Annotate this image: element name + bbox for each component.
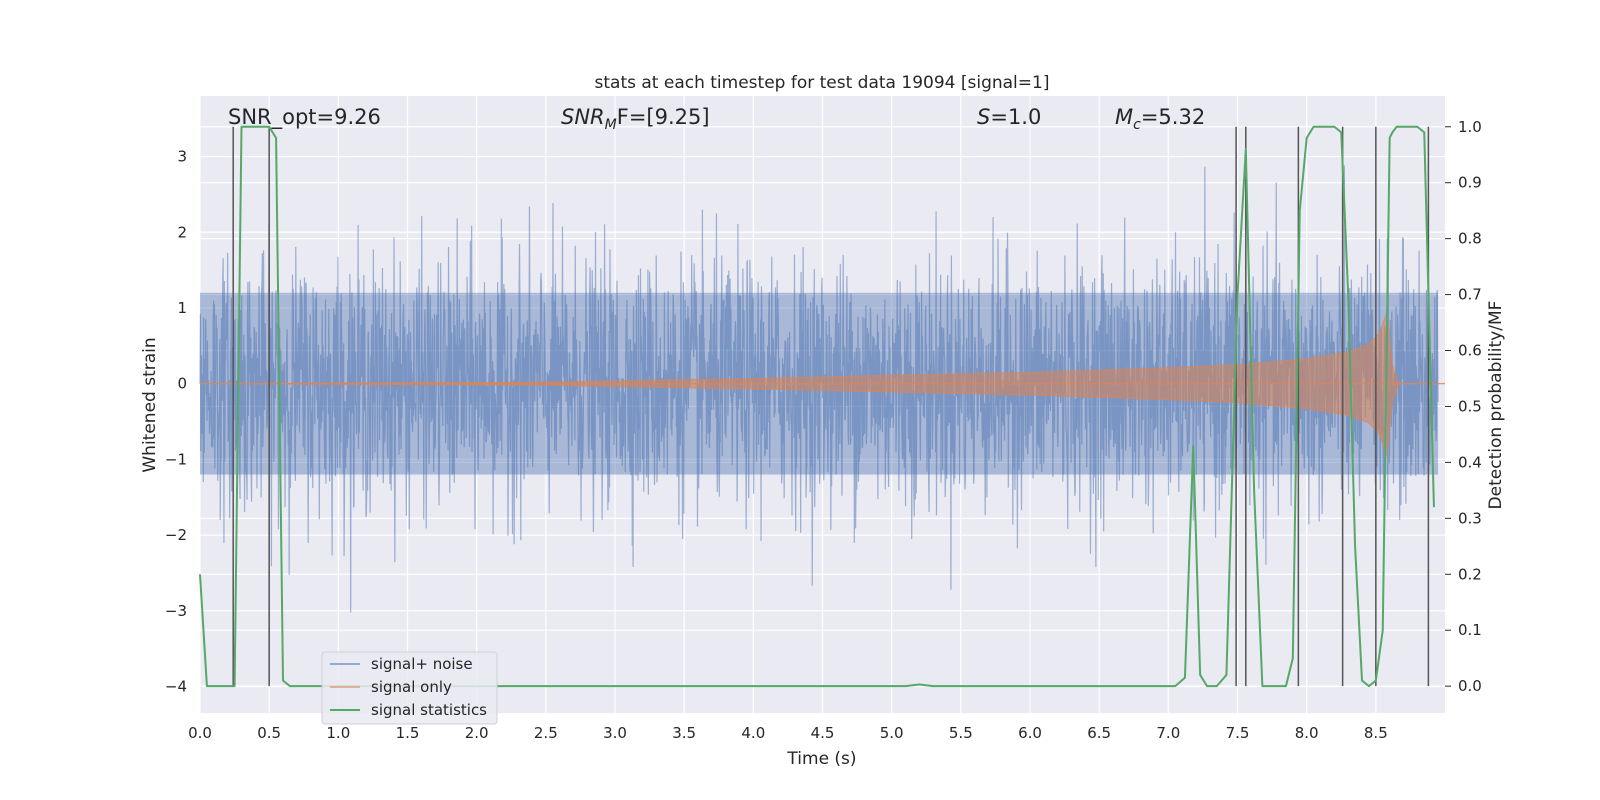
annotation-mc: Mc=5.32 <box>1115 105 1205 133</box>
left-tick-label-2: 1 <box>177 299 187 317</box>
x-axis-label: Time (s) <box>786 749 856 769</box>
x-tick-label-1: 0.5 <box>257 724 281 742</box>
right-tick-label-7: 0.3 <box>1458 509 1482 527</box>
annotation-s-rest: =1.0 <box>990 105 1041 129</box>
right-axis-label: Detection probability/MF <box>1486 301 1506 510</box>
right-tick-label-2: 0.8 <box>1458 230 1482 248</box>
series-signal-only <box>199 311 1445 456</box>
detection-markers <box>232 126 1430 687</box>
legend-label-signal: signal only <box>371 678 452 696</box>
legend: signal+ noise signal only signal statist… <box>321 651 498 725</box>
x-tick-label-0: 0.0 <box>188 724 212 742</box>
legend-box <box>321 651 498 725</box>
x-tick-label-4: 2.0 <box>465 724 489 742</box>
right-tick-label-9: 0.1 <box>1458 621 1482 639</box>
left-tick-label-6: −3 <box>165 602 187 620</box>
legend-label-statistics: signal statistics <box>371 701 487 719</box>
x-tick-label-14: 7.0 <box>1156 724 1180 742</box>
annotation-snr-mf-base: SNR <box>561 105 605 129</box>
left-tick-label-1: 2 <box>177 223 187 241</box>
left-tick-label-0: 3 <box>177 148 187 166</box>
right-tick-label-4: 0.6 <box>1458 342 1482 360</box>
annotation-s-base: S <box>977 105 990 129</box>
left-tick-label-3: 0 <box>177 375 187 393</box>
right-tick-label-8: 0.2 <box>1458 565 1482 583</box>
right-tick-label-6: 0.4 <box>1458 453 1482 471</box>
x-tick-label-6: 3.0 <box>603 724 627 742</box>
x-axis-ticks: 0.0 0.5 1.0 1.5 2.0 2.5 3.0 3.5 4.0 4.5 5.0 5.5 6.0 6… <box>188 724 1388 742</box>
legend-label-noise: signal+ noise <box>371 655 473 673</box>
x-tick-label-10: 5.0 <box>880 724 904 742</box>
annotation-mc-sub: c <box>1133 117 1141 133</box>
chart-title: stats at each timestep for test data 190… <box>595 73 1050 93</box>
x-tick-label-7: 3.5 <box>672 724 696 742</box>
x-tick-label-5: 2.5 <box>534 724 558 742</box>
annotation-snr-mf-rest: F=[9.25] <box>617 105 710 129</box>
noise-trace <box>199 165 1439 613</box>
x-tick-label-15: 7.5 <box>1226 724 1250 742</box>
left-tick-label-7: −4 <box>165 678 187 696</box>
x-tick-label-16: 8.0 <box>1295 724 1319 742</box>
right-tick-label-0: 1.0 <box>1458 118 1482 136</box>
series-signal-statistics <box>199 125 1435 688</box>
x-tick-label-8: 4.0 <box>741 724 765 742</box>
x-tick-label-13: 6.5 <box>1087 724 1111 742</box>
left-axis-ticks: 3 2 1 0 −1 −2 −3 −4 <box>165 148 187 696</box>
x-tick-label-12: 6.0 <box>1018 724 1042 742</box>
left-tick-label-5: −2 <box>165 526 187 544</box>
right-axis-ticks: 1.0 0.9 0.8 0.7 0.6 0.5 0.4 0.3 0.2 0.1 0.0 <box>1445 118 1482 695</box>
x-tick-label-2: 1.0 <box>326 724 350 742</box>
x-tick-label-17: 8.5 <box>1364 724 1388 742</box>
annotation-mc-base: M <box>1115 105 1133 129</box>
right-tick-label-5: 0.5 <box>1458 397 1482 415</box>
right-tick-label-10: 0.0 <box>1458 677 1482 695</box>
left-tick-label-4: −1 <box>165 450 187 468</box>
x-tick-label-11: 5.5 <box>949 724 973 742</box>
x-tick-label-9: 4.5 <box>811 724 835 742</box>
annotation-s: S=1.0 <box>977 105 1041 129</box>
left-axis-label: Whitened strain <box>140 337 160 472</box>
right-tick-label-3: 0.7 <box>1458 286 1482 304</box>
annotation-snr-opt: SNR_opt=9.26 <box>228 105 381 130</box>
statistics-line <box>199 125 1435 688</box>
x-tick-label-3: 1.5 <box>396 724 420 742</box>
right-tick-label-1: 0.9 <box>1458 174 1482 192</box>
annotation-mc-rest: =5.32 <box>1141 105 1205 129</box>
annotation-snr-mf-sub: M <box>605 117 617 133</box>
annotation-snr-mf: SNRMF=[9.25] <box>561 105 710 133</box>
